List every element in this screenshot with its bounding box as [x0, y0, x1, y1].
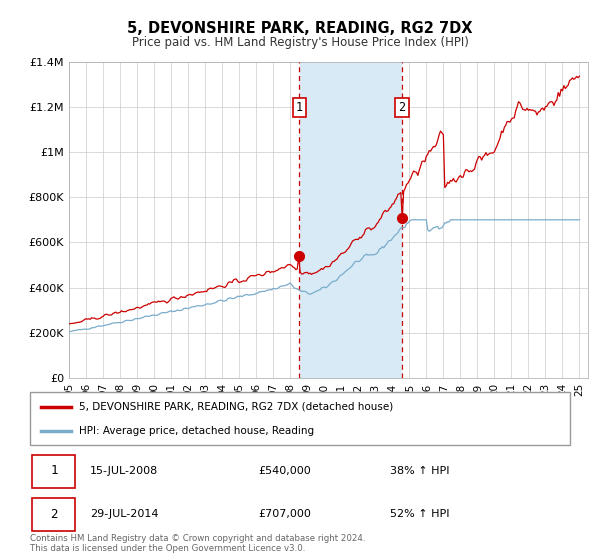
Text: £540,000: £540,000 — [258, 466, 311, 476]
Text: £707,000: £707,000 — [258, 509, 311, 519]
Text: Contains HM Land Registry data © Crown copyright and database right 2024.
This d: Contains HM Land Registry data © Crown c… — [30, 534, 365, 553]
Text: 1: 1 — [296, 101, 303, 114]
FancyBboxPatch shape — [32, 455, 74, 488]
Text: 29-JUL-2014: 29-JUL-2014 — [90, 509, 158, 519]
Text: 1: 1 — [50, 464, 58, 478]
Text: Price paid vs. HM Land Registry's House Price Index (HPI): Price paid vs. HM Land Registry's House … — [131, 36, 469, 49]
Text: HPI: Average price, detached house, Reading: HPI: Average price, detached house, Read… — [79, 426, 314, 436]
FancyBboxPatch shape — [32, 498, 74, 531]
Text: 5, DEVONSHIRE PARK, READING, RG2 7DX: 5, DEVONSHIRE PARK, READING, RG2 7DX — [127, 21, 473, 36]
Text: 2: 2 — [398, 101, 406, 114]
FancyBboxPatch shape — [30, 392, 570, 445]
Text: 5, DEVONSHIRE PARK, READING, RG2 7DX (detached house): 5, DEVONSHIRE PARK, READING, RG2 7DX (de… — [79, 402, 393, 412]
Text: 38% ↑ HPI: 38% ↑ HPI — [390, 466, 449, 476]
Text: 52% ↑ HPI: 52% ↑ HPI — [390, 509, 449, 519]
Text: 2: 2 — [50, 507, 58, 521]
Text: 15-JUL-2008: 15-JUL-2008 — [90, 466, 158, 476]
